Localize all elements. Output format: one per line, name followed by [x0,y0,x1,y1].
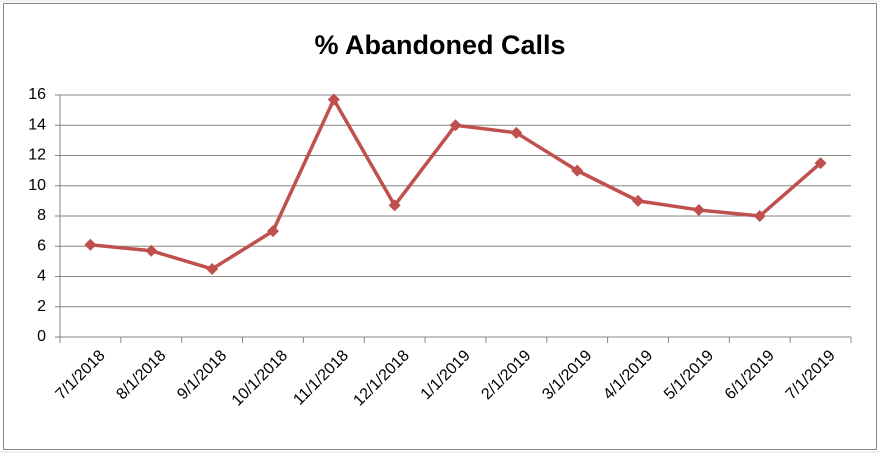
marker [571,164,584,177]
y-tick-label: 12 [28,147,46,164]
marker [814,157,827,170]
chart-border [3,3,877,450]
y-tick-label: 14 [28,116,46,133]
y-tick-label: 10 [28,177,46,194]
y-tick-label: 2 [37,298,46,315]
marker [388,199,401,212]
y-tick-label: 0 [37,328,46,345]
y-tick-label: 16 [28,86,46,103]
marker [206,262,219,275]
marker [692,203,705,216]
marker [327,93,340,106]
marker [632,194,645,207]
chart-title: % Abandoned Calls [314,30,565,60]
y-tick-label: 6 [37,237,46,254]
y-tick-label: 4 [37,268,46,285]
marker [449,119,462,132]
marker [145,244,158,257]
y-tick-label: 8 [37,207,46,224]
marker [266,225,279,238]
marker [510,126,523,139]
marker [84,238,97,251]
marker [753,210,766,222]
